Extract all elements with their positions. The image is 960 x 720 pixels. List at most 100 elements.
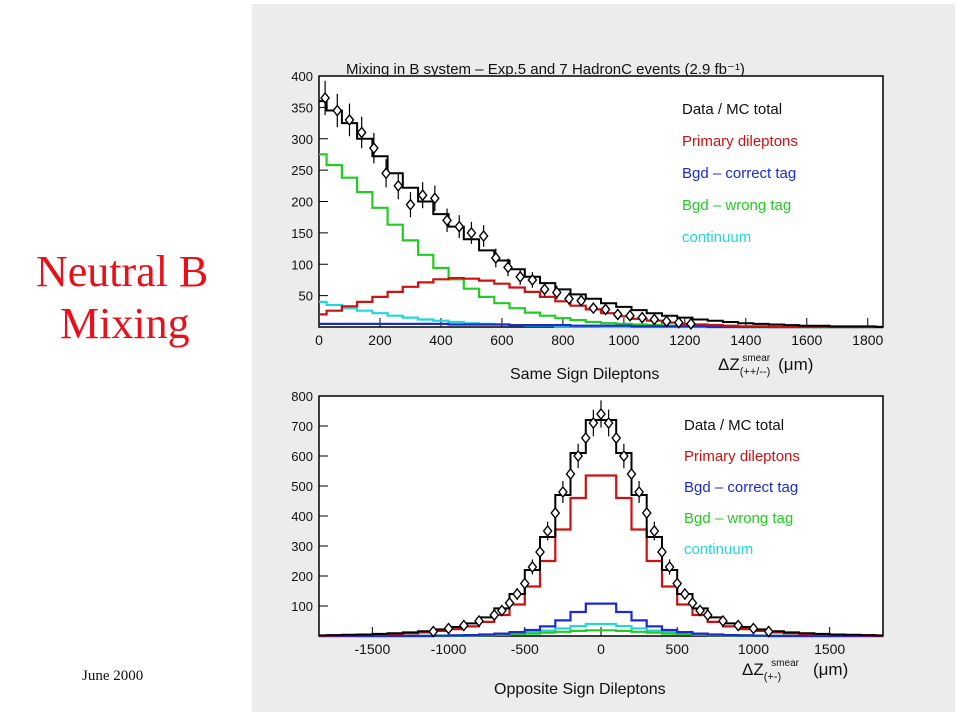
top-data-point <box>490 248 501 268</box>
top-legend-item: Primary dileptons <box>682 133 798 150</box>
top-x-tick-label: 800 <box>551 332 575 348</box>
top-data-point <box>612 308 623 321</box>
bottom-data-point <box>497 604 507 617</box>
top-x-tick-label: 600 <box>490 332 514 348</box>
bottom-data-point <box>557 481 568 503</box>
top-data-point <box>368 132 379 164</box>
top-legend-item: continuum <box>682 229 751 246</box>
bottom-data-point <box>489 608 500 622</box>
bottom-data-point <box>596 400 606 428</box>
top-y-tick-label: 50 <box>299 289 313 304</box>
bottom-legend-item: Bgd – correct tag <box>684 479 798 496</box>
bottom-data-point <box>733 619 744 632</box>
top-data-point <box>625 309 635 322</box>
top-data-point <box>454 215 465 238</box>
top-data-point <box>564 292 574 305</box>
top-data-point <box>649 313 660 326</box>
top-xlabel-sub: (++/--) <box>740 366 771 378</box>
bottom-data-point <box>474 614 484 628</box>
bottom-legend-item: Data / MC total <box>684 417 784 434</box>
top-data-point <box>503 258 513 277</box>
bottom-data-point <box>641 502 652 524</box>
top-data-point <box>417 182 428 209</box>
bottom-data-point <box>695 604 705 617</box>
top-series-group <box>319 100 883 329</box>
bottom-data-point <box>702 608 713 622</box>
bottom-data-point <box>542 521 553 541</box>
bottom-x-tick-label: -1000 <box>431 641 467 657</box>
top-data-markers <box>320 80 696 330</box>
bottom-y-tick-label: 500 <box>291 479 313 494</box>
bottom-y-tick-label: 600 <box>291 449 313 464</box>
bottom-xlabel-unit: (μm) <box>813 660 848 679</box>
top-data-point <box>637 311 648 324</box>
top-data-point <box>686 317 696 330</box>
top-series-primary-dileptons <box>319 277 883 329</box>
bottom-data-point <box>634 481 645 503</box>
slide-title-line1: Neutral B <box>36 247 209 296</box>
top-data-point <box>527 272 538 288</box>
top-xlabel-sup: smear <box>742 353 770 364</box>
top-data-point <box>515 268 526 285</box>
bottom-data-point <box>565 462 576 486</box>
top-chart: Mixing in B system – Exp.5 and 7 HadronC… <box>291 61 884 383</box>
top-data-point <box>332 93 343 128</box>
top-data-point <box>539 282 550 297</box>
bottom-y-tick-label: 300 <box>291 539 313 554</box>
top-xlabel-main: ΔZ <box>718 355 740 374</box>
top-x-tick-label: 400 <box>429 332 453 348</box>
top-data-point <box>576 294 587 307</box>
top-legend: Data / MC total Primary dileptons Bgd – co… <box>682 101 798 246</box>
bottom-x-tick-label: 1500 <box>814 641 845 657</box>
top-series-data-mc-total <box>319 100 883 328</box>
bottom-data-point <box>763 625 774 638</box>
top-data-point <box>405 192 416 218</box>
bottom-y-ticks: 100 200 300 400 500 600 700 800 <box>291 389 328 614</box>
top-x-tick-label: 200 <box>368 332 392 348</box>
top-legend-item: Data / MC total <box>682 101 782 118</box>
bottom-data-point <box>679 587 690 601</box>
bottom-legend-item: Primary dileptons <box>684 448 800 465</box>
bottom-subtitle: Opposite Sign Dileptons <box>494 681 666 698</box>
bottom-data-point <box>527 559 538 575</box>
top-y-tick-label: 250 <box>291 163 313 178</box>
top-chart-title: Mixing in B system – Exp.5 and 7 HadronC… <box>346 61 745 78</box>
bottom-x-tick-label: -500 <box>511 641 539 657</box>
bottom-legend-item: Bgd – wrong tag <box>684 510 793 527</box>
top-data-point <box>661 315 672 328</box>
top-data-point <box>600 303 611 316</box>
bottom-data-point <box>603 409 614 437</box>
bottom-data-point <box>718 614 728 628</box>
top-data-point <box>551 285 562 300</box>
top-data-point <box>320 80 330 116</box>
top-plot-frame <box>318 75 884 328</box>
top-data-point <box>393 172 404 200</box>
bottom-data-point <box>512 587 523 601</box>
top-data-point <box>673 316 684 329</box>
top-data-point <box>356 116 367 149</box>
bottom-data-point <box>687 596 698 610</box>
top-x-ticks: 0 200 400 600 800 1000 1200 1400 1600 1800 <box>315 318 884 348</box>
bottom-y-tick-label: 800 <box>291 389 313 404</box>
bottom-data-point <box>626 462 637 486</box>
bottom-data-point <box>428 625 439 638</box>
top-data-point <box>588 302 599 315</box>
bottom-data-markers <box>428 400 774 638</box>
mixing-figure-svg: Mixing in B system – Exp.5 and 7 HadronC… <box>291 61 884 698</box>
bottom-data-point <box>611 425 622 451</box>
slide-title-line2: Mixing <box>60 299 190 348</box>
bottom-data-point <box>649 521 660 541</box>
slide-footer-date: June 2000 <box>82 668 144 684</box>
top-xlabel-unit: (μm) <box>778 355 813 374</box>
top-subtitle: Same Sign Dileptons <box>510 366 659 383</box>
bottom-data-point <box>504 596 515 610</box>
bottom-y-tick-label: 700 <box>291 419 313 434</box>
bottom-data-point <box>748 622 759 635</box>
top-y-tick-label: 300 <box>291 132 313 147</box>
bottom-data-point <box>588 409 599 437</box>
bottom-x-tick-label: 1000 <box>738 641 769 657</box>
bottom-y-tick-label: 100 <box>291 599 313 614</box>
bottom-data-point <box>550 502 561 524</box>
bottom-series-bgd-correct-tag <box>319 602 883 638</box>
bottom-x-tick-label: -1500 <box>354 641 390 657</box>
